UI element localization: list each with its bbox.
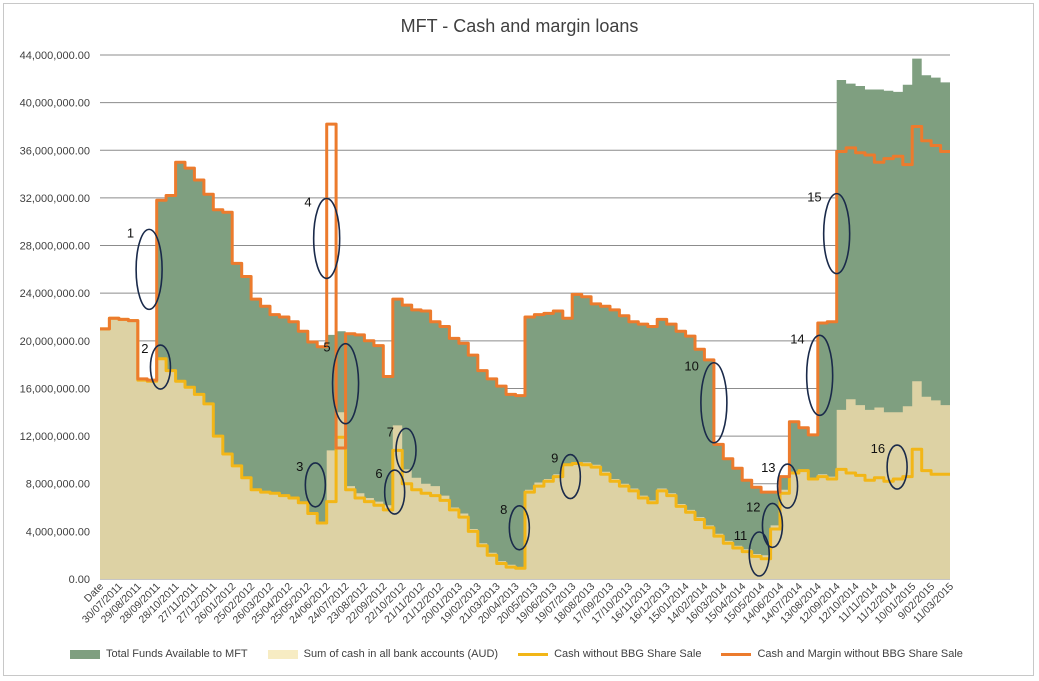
legend-swatch-cash-margin — [721, 652, 752, 656]
annotation-label: 4 — [304, 194, 311, 209]
y-tick-label: 44,000,000.00 — [20, 50, 90, 62]
annotation-ellipse — [822, 192, 851, 275]
annotation-label: 7 — [387, 424, 394, 439]
legend: Total Funds Available to MFT Sum of cash… — [70, 645, 983, 663]
annotation-label: 15 — [807, 190, 821, 205]
annotation-label: 12 — [746, 499, 760, 514]
legend-item-total-funds: Total Funds Available to MFT — [70, 648, 248, 660]
chart-title: MFT - Cash and margin loans — [400, 16, 639, 36]
annotation-ellipse — [508, 504, 531, 551]
x-axis-ticks: Date30/07/201129/08/201128/09/201128/10/… — [80, 581, 956, 627]
legend-item-cash-margin: Cash and Margin without BBG Share Sale — [721, 648, 963, 660]
annotation-ellipse — [761, 502, 784, 549]
annotation-label: 3 — [296, 459, 303, 474]
annotation-ellipse — [312, 197, 341, 280]
line-cash-margin — [100, 122, 950, 494]
annotation-label: 16 — [871, 441, 885, 456]
y-tick-label: 12,000,000.00 — [20, 431, 90, 443]
annotation-label: 11 — [734, 528, 748, 543]
annotation-ellipse — [886, 444, 908, 490]
annotation-ellipse — [700, 361, 728, 444]
annotation-ellipse — [805, 334, 834, 417]
line-series — [100, 122, 950, 570]
annotation-label: 14 — [790, 331, 804, 346]
annotation-label: 2 — [141, 341, 148, 356]
annotation-ellipse — [331, 342, 360, 425]
annotation-ellipse — [776, 463, 799, 509]
line-cash-no-bbg — [100, 316, 950, 570]
legend-item-bank-cash: Sum of cash in all bank accounts (AUD) — [267, 648, 499, 660]
y-tick-label: 0.00 — [69, 574, 90, 586]
annotation-ellipse — [149, 344, 172, 390]
annotation-label: 6 — [375, 466, 382, 481]
annotation-label: 8 — [500, 502, 507, 517]
y-tick-label: 28,000,000.00 — [20, 241, 90, 253]
annotation-ellipse — [383, 469, 406, 515]
legend-label-bank-cash: Sum of cash in all bank accounts (AUD) — [303, 648, 499, 660]
y-tick-label: 36,000,000.00 — [20, 145, 90, 157]
legend-item-cash-no-bbg: Cash without BBG Share Sale — [518, 648, 701, 660]
annotation-label: 13 — [761, 460, 775, 475]
y-tick-label: 40,000,000.00 — [20, 98, 90, 110]
annotation-ellipse — [559, 453, 582, 500]
y-axis-ticks: 0.00 4,000,000.00 8,000,000.00 12,000,000.0… — [20, 50, 90, 586]
legend-label-total-funds: Total Funds Available to MFT — [106, 648, 248, 660]
annotation-label: 5 — [323, 340, 330, 355]
y-tick-label: 20,000,000.00 — [20, 336, 90, 348]
annotation-label: 10 — [684, 359, 698, 374]
y-tick-label: 4,000,000.00 — [26, 526, 90, 538]
legend-swatch-bank-cash — [267, 649, 298, 659]
y-tick-label: 24,000,000.00 — [20, 288, 90, 300]
legend-swatch-total-funds — [70, 649, 100, 659]
annotation-ellipse — [748, 531, 771, 577]
annotation-ellipse — [395, 427, 417, 474]
legend-label-cash-no-bbg: Cash without BBG Share Sale — [554, 648, 702, 660]
annotation-label: 1 — [127, 225, 134, 240]
annotation-label: 9 — [551, 451, 558, 466]
y-tick-label: 32,000,000.00 — [20, 193, 90, 205]
annotation-ellipse — [135, 228, 163, 311]
annotation-ellipse — [304, 462, 327, 508]
y-tick-label: 16,000,000.00 — [20, 383, 90, 395]
legend-swatch-cash-no-bbg — [518, 652, 549, 656]
legend-label-cash-margin: Cash and Margin without BBG Share Sale — [757, 648, 963, 660]
y-tick-label: 8,000,000.00 — [26, 479, 90, 491]
